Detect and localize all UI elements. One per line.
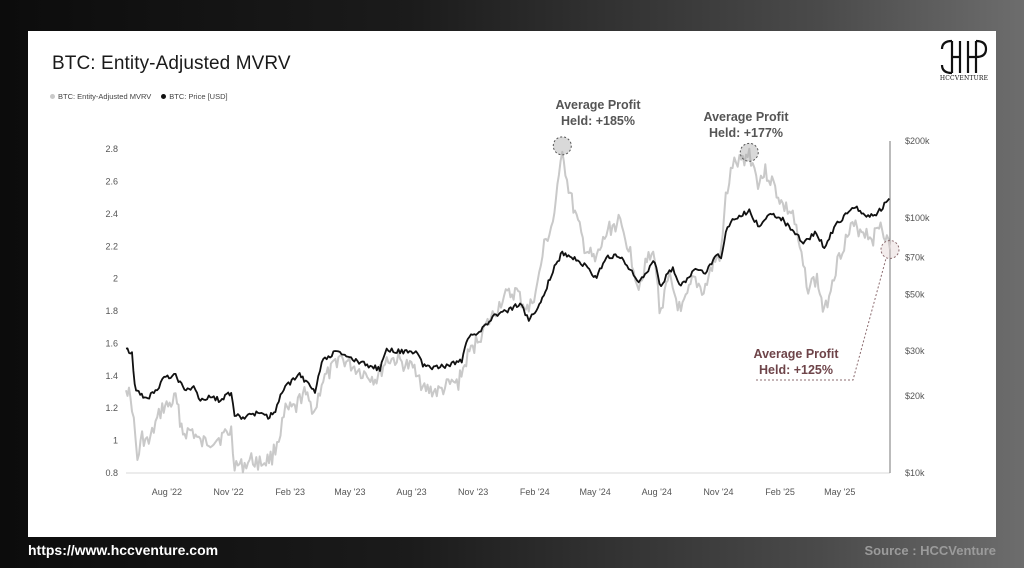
x-tick-label: Feb '25 bbox=[765, 487, 795, 497]
source-credit: Source : HCCVenture bbox=[864, 543, 996, 558]
annotation-185-line2: Held: +185% bbox=[561, 114, 635, 128]
legend-dot-price bbox=[161, 94, 167, 99]
y-right-tick-label: $100k bbox=[905, 213, 930, 223]
y-left-tick-label: 2.8 bbox=[105, 144, 118, 154]
x-tick-label: Aug '24 bbox=[642, 487, 672, 497]
annotation-185-line1: Average Profit bbox=[555, 98, 641, 112]
logo-mark-icon bbox=[940, 39, 988, 75]
y-right-tick-label: $10k bbox=[905, 468, 925, 478]
y-left-tick-label: 2.6 bbox=[105, 176, 118, 186]
marker-125 bbox=[880, 240, 900, 260]
y-left-tick-label: 1.6 bbox=[105, 338, 118, 348]
x-tick-label: May '24 bbox=[580, 487, 611, 497]
y-left-tick-label: 0.8 bbox=[105, 468, 118, 478]
y-right-tick-label: $30k bbox=[905, 346, 925, 356]
x-tick-label: Nov '22 bbox=[213, 487, 243, 497]
x-tick-label: Aug '23 bbox=[396, 487, 426, 497]
x-tick-label: Feb '23 bbox=[275, 487, 305, 497]
x-tick-label: May '25 bbox=[824, 487, 855, 497]
hccventure-logo: HCCVENTURE bbox=[938, 39, 990, 89]
legend-item-mvrv: BTC: Entity-Adjusted MVRV bbox=[50, 92, 151, 101]
x-tick-label: May '23 bbox=[334, 487, 365, 497]
y-right-tick-label: $50k bbox=[905, 290, 925, 300]
chart-legend: BTC: Entity-Adjusted MVRV BTC: Price [US… bbox=[50, 92, 228, 101]
y-left-tick-label: 1 bbox=[113, 436, 118, 446]
x-tick-label: Aug '22 bbox=[152, 487, 182, 497]
annotation-185: Average Profit Held: +185% bbox=[528, 97, 668, 129]
legend-dot-mvrv bbox=[50, 94, 55, 99]
y-left-tick-label: 2.2 bbox=[105, 241, 118, 251]
annotation-125-leader-line bbox=[756, 258, 887, 381]
series-line-mvrv bbox=[125, 147, 891, 474]
y-right-tick-label: $20k bbox=[905, 391, 925, 401]
chart-title: BTC: Entity-Adjusted MVRV bbox=[52, 53, 291, 74]
logo-text: HCCVENTURE bbox=[939, 75, 989, 82]
annotation-125: Average Profit Held: +125% bbox=[726, 346, 866, 378]
y-left-tick-label: 2 bbox=[113, 274, 118, 284]
annotation-177-line1: Average Profit bbox=[703, 110, 789, 124]
annotation-125-line2: Held: +125% bbox=[759, 363, 833, 377]
x-tick-label: Feb '24 bbox=[520, 487, 550, 497]
series-line-price bbox=[125, 197, 891, 420]
website-url[interactable]: https://www.hccventure.com bbox=[28, 542, 219, 558]
y-right-tick-label: $70k bbox=[905, 252, 925, 262]
x-tick-label: Nov '24 bbox=[703, 487, 733, 497]
y-left-tick-label: 1.2 bbox=[105, 403, 118, 413]
peak-marker-177 bbox=[739, 142, 759, 162]
annotation-177: Average Profit Held: +177% bbox=[676, 109, 816, 141]
chart-card: BTC: Entity-Adjusted MVRV BTC: Entity-Ad… bbox=[28, 31, 996, 537]
x-tick-label: Nov '23 bbox=[458, 487, 488, 497]
y-right-tick-label: $200k bbox=[905, 136, 930, 146]
legend-label-price: BTC: Price [USD] bbox=[169, 92, 228, 101]
mvrv-chart: 0.8 1 1.2 1.4 1.6 1.8 2 2.2 2.4 2.6 2.8 $10k $20k $30… bbox=[105, 136, 930, 497]
peak-marker-185 bbox=[552, 136, 572, 156]
legend-item-price: BTC: Price [USD] bbox=[161, 92, 228, 101]
annotation-125-line1: Average Profit bbox=[753, 347, 839, 361]
y-left-tick-label: 2.4 bbox=[105, 209, 118, 219]
y-left-tick-label: 1.8 bbox=[105, 306, 118, 316]
y-left-tick-label: 1.4 bbox=[105, 371, 118, 381]
annotation-177-line2: Held: +177% bbox=[709, 126, 783, 140]
legend-label-mvrv: BTC: Entity-Adjusted MVRV bbox=[58, 92, 152, 101]
